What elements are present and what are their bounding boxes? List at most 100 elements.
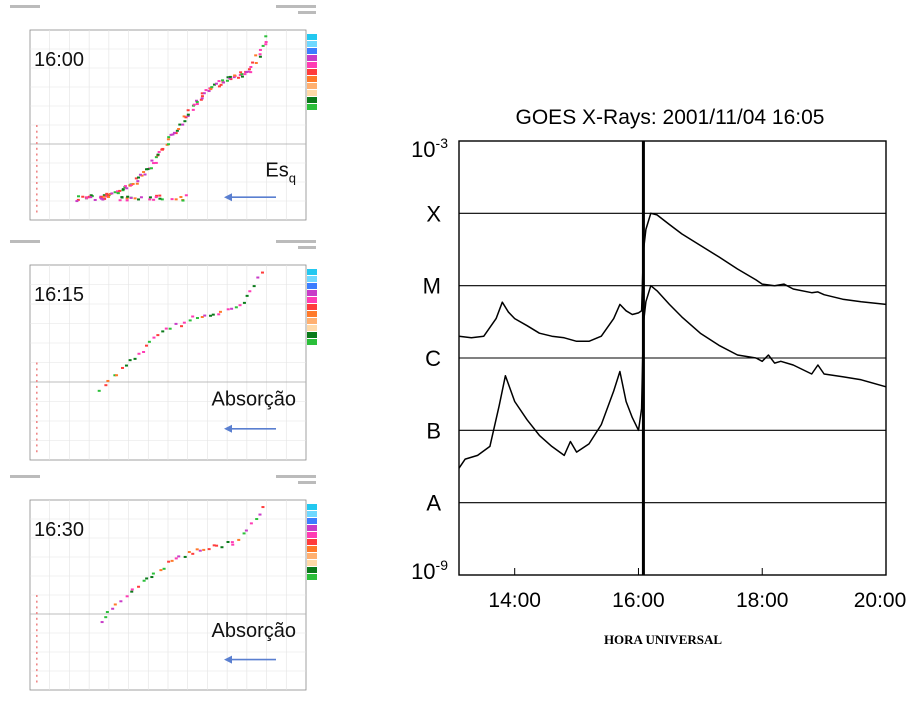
ionogram-trace-dot [256,276,260,279]
y-top-label: 10-3 [411,135,448,162]
ionogram-annotation: Absorção [212,620,297,642]
ionogram-trace-dot [89,194,93,197]
ionogram-trace-dot [207,90,211,93]
ionogram-trace-dot [142,350,146,353]
ionogram-trace-dot [179,196,183,199]
ionogram-trace-dot [170,198,174,201]
ionogram-trace-dot [106,195,110,198]
ionogram-trace-dot [157,150,161,153]
ionogram-legend-swatch [307,76,317,82]
ionogram-header-right [276,240,316,243]
ionogram-trace-dot [170,559,174,562]
ionogram-legend-swatch [307,297,317,303]
x-tick-label: 16:00 [612,589,665,612]
ionogram-trace-dot [93,198,97,201]
ionogram-trace-dot [174,198,178,201]
class-label-c: C [425,346,441,371]
ionogram-trace-dot [36,663,38,666]
ionogram-trace-dot [230,541,234,544]
ionogram-trace-dot [129,196,133,199]
ionogram-time-label: 16:30 [34,519,84,541]
ionogram-trace-dot [125,595,129,598]
ionogram-trace-dot [147,340,151,343]
ionogram-trace-dot [146,168,150,171]
ionogram-trace-dot [254,54,258,57]
ionogram-trace-dot [225,79,229,82]
ionogram-trace-dot [237,538,241,541]
ionogram-trace-dot [130,590,134,593]
ionogram-trace-dot [85,197,89,200]
ionogram-trace-dot [236,76,240,79]
ionogram-trace-dot [214,82,218,85]
ionogram-trace-dot [181,123,185,126]
ionogram-trace-dot [133,357,137,360]
arrow-left-icon [224,424,276,433]
ionogram-trace-dot [148,196,152,199]
ionogram-trace-dot [36,646,38,649]
ionogram-annotation: Esq [265,159,296,185]
ionogram-panel-3: 16:30 Absorção [10,475,317,691]
ionogram-trace-dot [36,669,38,672]
ionogram-trace-dot [118,199,122,202]
ionogram-trace-dot [108,193,112,196]
ionogram-trace-dot [202,548,206,551]
ionogram-trace-dot [151,572,155,575]
ionogram-trace-dot [36,652,38,654]
ionogram-trace-dot [106,379,110,382]
ionogram-trace-dot [187,551,191,554]
ionogram-trace-dot [36,438,38,441]
ionogram-trace-dot [148,198,152,201]
ionogram-trace-dot [97,389,101,392]
ionogram-trace-dot [99,197,103,200]
ionogram-trace-dot [195,548,199,551]
ionogram-trace-dot [251,61,255,64]
ionogram-trace-dot [113,191,117,194]
ionogram-trace-dot [244,71,248,74]
ionogram-trace-dot [36,600,38,603]
ionogram-trace-dot [222,81,226,84]
ionogram-trace-dot [166,138,170,141]
ionogram-legend-swatch [307,567,317,573]
ionogram-legend-swatch [307,332,317,338]
ionogram-trace-dot [36,176,38,179]
ionogram-trace-dot [261,44,265,47]
ionogram-trace-dot [169,133,173,136]
ionogram-trace-dot [36,164,38,167]
ionogram-trace-dot [137,585,141,588]
ionogram-trace-dot [171,133,175,136]
y-end-labels: 10-3 10-9 [411,135,448,584]
ionogram-trace-dot [186,113,190,116]
ionogram-trace-dot [156,334,160,337]
ionogram-trace-dot [36,142,38,145]
ionogram-trace-dot [115,190,119,193]
ionogram-time-label: 16:15 [34,284,84,306]
ionogram-trace-dot [100,621,104,624]
ionogram-legend-swatch [307,339,317,345]
ionogram-trace-dot [200,92,204,95]
ionogram-trace-dot [138,173,142,176]
ionogram-trace-dot [154,196,158,199]
ionogram-trace-dot [186,115,190,118]
ionogram-trace-dot [238,304,242,307]
ionogram-trace-dot [188,319,192,322]
ionogram-trace-dot [36,130,38,133]
ionogram-trace-dot [106,194,110,197]
class-label-m: M [423,274,441,299]
ionogram-trace-dot [219,83,223,86]
ionogram-trace-dot [158,197,162,200]
ionogram-trace-dot [167,136,171,139]
ionogram-trace-dot [145,577,149,580]
ionogram-trace-dot [140,174,144,177]
ionogram-trace-dot [258,53,262,56]
ionogram-trace-dot [218,310,222,313]
ionogram-trace-dot [36,159,38,162]
ionogram-trace-dot [194,99,198,102]
ionogram-trace-dot [104,195,108,198]
ionogram-legend-swatch [307,325,317,331]
ionogram-trace-dot [36,606,38,609]
ionogram-trace-dot [36,187,38,190]
arrow-left-icon [224,655,276,664]
ionogram-trace-dot [177,128,181,131]
ionogram-trace-dot [36,432,38,435]
ionogram-trace-dot [102,195,106,198]
